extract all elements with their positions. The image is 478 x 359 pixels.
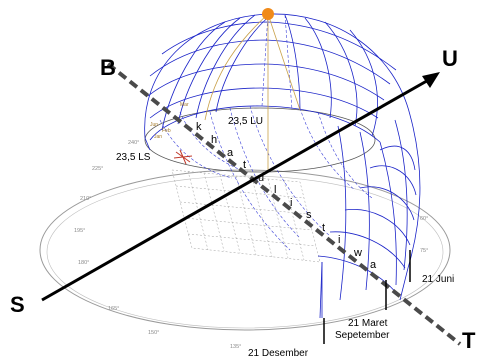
equator-letter: a [227,147,234,159]
equator-letter: t [322,222,325,234]
dome-outline [144,13,421,301]
june-label: 21 Juni [422,274,454,285]
equator-letter: s [306,209,312,221]
direction-south: S [10,292,25,317]
deg-195: 195° [74,228,85,234]
deg-75: 75° [420,248,428,254]
sun-path [204,13,301,170]
march-label: 21 Maret [348,318,388,329]
deg-165: 165° [108,306,119,312]
direction-east: T [462,328,476,353]
equator-letter: t [243,159,246,171]
equator-letter: i [290,197,292,209]
equator-letter: h [211,134,217,146]
degree-labels: 240° 225° 210° 195° 180° 165° 150° 135° … [74,140,428,350]
september-label: Sepetember [335,330,390,341]
compass-icon [173,149,193,165]
deg-60: 60° [420,216,428,222]
equator-line [106,62,462,346]
equator-word: k h a t u l i s t i w a [196,121,377,271]
horizon-circle [39,169,451,331]
horizon-circle-inner [46,175,444,329]
equator-letter: u [258,172,264,184]
dome-legs [144,137,323,319]
direction-west: B [100,55,116,80]
deg-210: 210° [80,196,91,202]
dome-back-rim [149,105,381,143]
month-mar: Mar [180,102,189,108]
equator-letter: l [274,184,276,196]
deg-225: 225° [92,166,103,172]
equator-letter: k [196,121,202,133]
axis-arrowhead [422,72,440,88]
north-south-axis [41,76,433,302]
deg-240: 240° [128,140,139,146]
equator-letter: i [338,234,340,246]
deg-150: 150° [148,330,159,336]
latitude-south-label: 23,5 LS [116,152,151,163]
month-feb: Feb [162,128,171,134]
equator-letter: w [353,247,362,259]
equator-letter: a [370,259,377,271]
deg-180: 180° [78,260,89,266]
month-jun: Jun [150,122,158,128]
sun-dome [144,13,421,318]
celestial-circle [144,107,376,173]
month-markers: Mar Jun Feb Jan [150,102,189,140]
direction-north: U [442,46,458,71]
date-ticks [323,250,411,344]
deg-135: 135° [230,344,241,350]
month-jan: Jan [154,134,162,140]
sun-dome-dashed [159,13,373,251]
sun-icon [262,8,274,20]
latitude-north-label: 23,5 LU [228,116,263,127]
december-label: 21 Desember [248,348,309,359]
